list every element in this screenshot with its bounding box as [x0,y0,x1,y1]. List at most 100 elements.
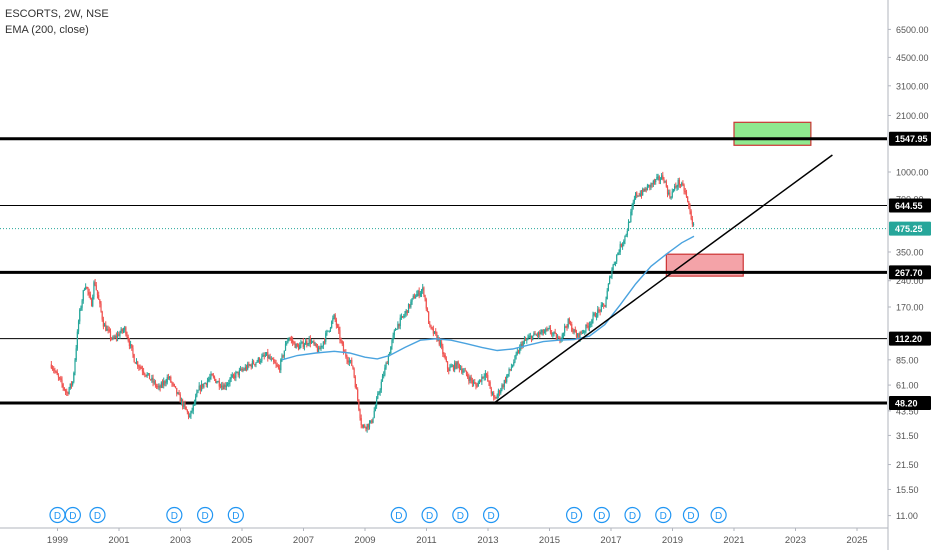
candle-body [542,329,544,334]
candle-body [141,368,144,372]
candle-body [608,277,611,284]
candle-body [512,365,514,368]
candle-body [661,175,663,180]
level-price-tag: 112.20 [895,334,922,344]
candle-body [566,326,568,328]
chart-legend: ESCORTS, 2W, NSE EMA (200, close) [5,6,109,38]
candle-body [392,335,394,341]
time-tick-label: 2021 [723,535,744,546]
candle-body [509,369,511,371]
candle-body [346,356,348,361]
candle-body [300,343,302,346]
candle-body [574,329,576,333]
time-tick-label: 2023 [785,535,806,546]
candle-body [165,382,167,384]
candle-body [459,368,462,370]
time-axis[interactable]: 1999 2001 2003 2005 2007 2009 2011 2013 2015 2017… [47,528,868,546]
candle-body [548,328,550,330]
candle-body [331,321,333,328]
candle-body [302,341,304,348]
candle-body [301,341,303,344]
candle-body [684,191,686,193]
candle-body [68,388,70,394]
candle-body [663,178,665,183]
candle-body [190,410,192,417]
candle-body [433,331,436,334]
candle-body [464,370,466,372]
candle-body [521,343,523,347]
candle-body [125,327,127,335]
candle-body [85,287,87,290]
candle-body [57,374,60,378]
candle-body [379,389,381,393]
candle-body [604,304,606,307]
price-tick-label: 11.00 [896,511,918,521]
candle-body [342,344,345,352]
candle-body [411,298,413,302]
time-tick-label: 2011 [416,535,436,546]
candle-body [648,184,650,186]
candle-body [192,404,194,411]
candle-body [353,368,355,377]
candle-body [581,332,583,334]
candle-body [159,386,161,388]
candle-body [442,346,444,355]
candle-body [554,332,556,334]
candle-body [431,327,433,329]
level-price-tag: 267.70 [895,268,923,278]
candle-body [290,339,293,341]
candle-body [390,346,392,354]
candle-body [463,370,465,372]
candle-body [533,333,535,336]
candle-body [569,323,572,325]
candle-body [196,392,198,397]
candle-body [75,348,77,361]
candle-body [516,351,518,354]
candle-body [275,363,277,365]
candle-body [683,185,685,192]
candle-body [386,362,388,364]
candle-body [238,370,240,376]
candle-body [646,185,649,191]
level-price-tag: 48.20 [895,399,918,409]
candle-body [498,390,501,394]
time-tick-label: 2017 [600,535,621,546]
candle-body [439,342,442,345]
candle-body [121,328,123,332]
candle-body [540,332,542,335]
candle-body [465,370,468,375]
dividend-marker-circle [682,506,700,524]
candle-body [539,331,541,335]
candle-body [111,337,113,339]
candle-body [296,343,298,347]
candle-body [150,379,152,381]
candle-body [231,374,233,377]
candle-body [549,328,552,333]
candle-body [322,341,324,346]
candle-body [257,357,259,362]
price-axis[interactable]: 6500.004500.003100.002100.001000.00700.0… [888,25,931,521]
candle-body [277,366,280,368]
dividend-marker-label: D [426,511,433,522]
candle-body [399,317,401,327]
candle-body [450,366,452,368]
candle-body [535,334,537,336]
candle-body [198,385,200,391]
dividend-marker-label: D [687,511,694,522]
candle-body [607,283,609,291]
candle-body [313,341,315,344]
candle-body [93,282,95,297]
candle-body [293,342,295,344]
candle-body [556,337,559,340]
candle-body [288,338,290,340]
candle-body [173,384,175,386]
candle-body [87,287,89,293]
candle-body [365,427,367,430]
candle-body [383,374,385,376]
price-tick-label: 240.00 [896,276,924,286]
candle-body [122,329,125,332]
candle-body [618,252,620,254]
candle-body [222,385,224,390]
